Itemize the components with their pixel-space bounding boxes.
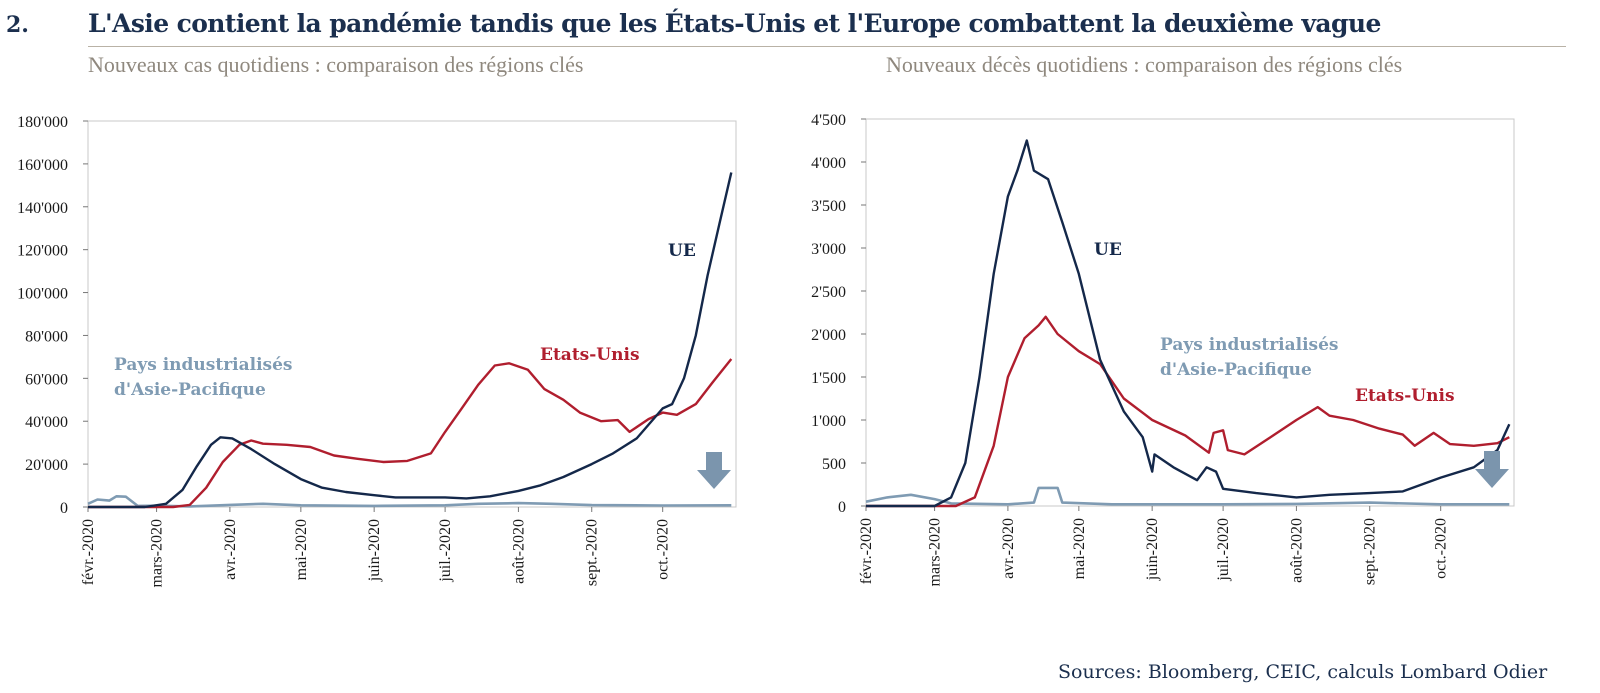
y-tick-label: 2'000	[811, 327, 846, 344]
y-tick-label: 1'500	[811, 370, 846, 387]
y-tick-label: 180'000	[17, 114, 68, 131]
y-tick-label: 3'000	[811, 241, 846, 258]
x-tick-label: sept.-2020	[584, 519, 601, 586]
series-annotation: UE	[668, 241, 696, 261]
y-tick-label: 120'000	[17, 243, 68, 260]
series-line-ue	[866, 139, 1511, 508]
chart-cases-title: Nouveaux cas quotidiens : comparaison de…	[88, 52, 584, 77]
down-arrow-icon	[1475, 451, 1509, 488]
chart-deaths-title: Nouveaux décès quotidiens : comparaison …	[886, 52, 1403, 77]
y-tick-label: 160'000	[17, 157, 68, 174]
x-tick-label: août-2020	[1288, 518, 1305, 583]
y-tick-label: 4'000	[811, 155, 846, 172]
y-tick-label: 0	[60, 500, 68, 517]
x-tick-label: avr.-2020	[222, 519, 239, 580]
y-tick-label: 500	[822, 456, 846, 473]
y-tick-label: 3'500	[811, 198, 846, 215]
x-tick-label: févr.-2020	[80, 519, 97, 585]
title-divider	[88, 46, 1566, 47]
series-annotation: Etats-Unis	[1355, 386, 1455, 406]
x-tick-label: juil.-2020	[437, 519, 454, 583]
series-annotation: Pays industrialisés	[1160, 335, 1339, 355]
y-tick-label: 60'000	[25, 371, 68, 388]
chart-cases: 0 20'000 40'000 60'000 80'000 100'000 120'000 1…	[17, 114, 737, 587]
down-arrow-icon	[697, 452, 731, 489]
y-tick-label: 2'500	[811, 284, 846, 301]
x-tick-label: mai-2020	[1071, 518, 1088, 579]
y-tick-label: 40'000	[25, 414, 68, 431]
series-annotation: d'Asie-Pacifique	[1160, 360, 1312, 380]
x-tick-label: juil.-2020	[1215, 518, 1232, 582]
x-tick-label: oct.-2020	[655, 519, 672, 580]
series-line-asie-pacifique	[865, 486, 1510, 506]
y-tick-label: 1'000	[811, 413, 846, 430]
source-note: Sources: Bloomberg, CEIC, calculs Lombar…	[1058, 661, 1548, 683]
x-tick-label: févr.-2020	[858, 518, 875, 584]
plot-frame	[87, 120, 737, 508]
figure-title: L'Asie contient la pandémie tandis que l…	[88, 9, 1381, 38]
x-tick-label: sept.-2020	[1362, 518, 1379, 585]
series-line-ue	[88, 172, 733, 509]
series-line-etats-unis	[866, 315, 1510, 508]
series-annotation: UE	[1094, 240, 1122, 260]
series-annotation: Etats-Unis	[540, 345, 640, 365]
figure-number: 2.	[6, 12, 29, 38]
x-tick-label: mars-2020	[927, 518, 944, 586]
series-annotation: Pays industrialisés	[114, 355, 293, 375]
y-tick-label: 140'000	[17, 200, 68, 217]
x-tick-label: juin-2020	[1144, 518, 1161, 581]
series-line-asie-pacifique	[87, 495, 732, 508]
x-tick-label: juin-2020	[366, 519, 383, 582]
x-tick-label: avr.-2020	[1000, 518, 1017, 579]
y-tick-label: 0	[838, 499, 846, 516]
x-tick-label: mars-2020	[149, 519, 166, 587]
y-tick-label: 100'000	[17, 286, 68, 303]
plot-frame	[865, 118, 1515, 507]
series-annotation: d'Asie-Pacifique	[114, 380, 266, 400]
x-tick-label: oct.-2020	[1433, 518, 1450, 579]
y-tick-label: 4'500	[811, 112, 846, 129]
x-tick-label: août-2020	[510, 519, 527, 584]
y-tick-label: 20'000	[25, 457, 68, 474]
x-tick-label: mai-2020	[293, 519, 310, 580]
y-tick-label: 80'000	[25, 328, 68, 345]
